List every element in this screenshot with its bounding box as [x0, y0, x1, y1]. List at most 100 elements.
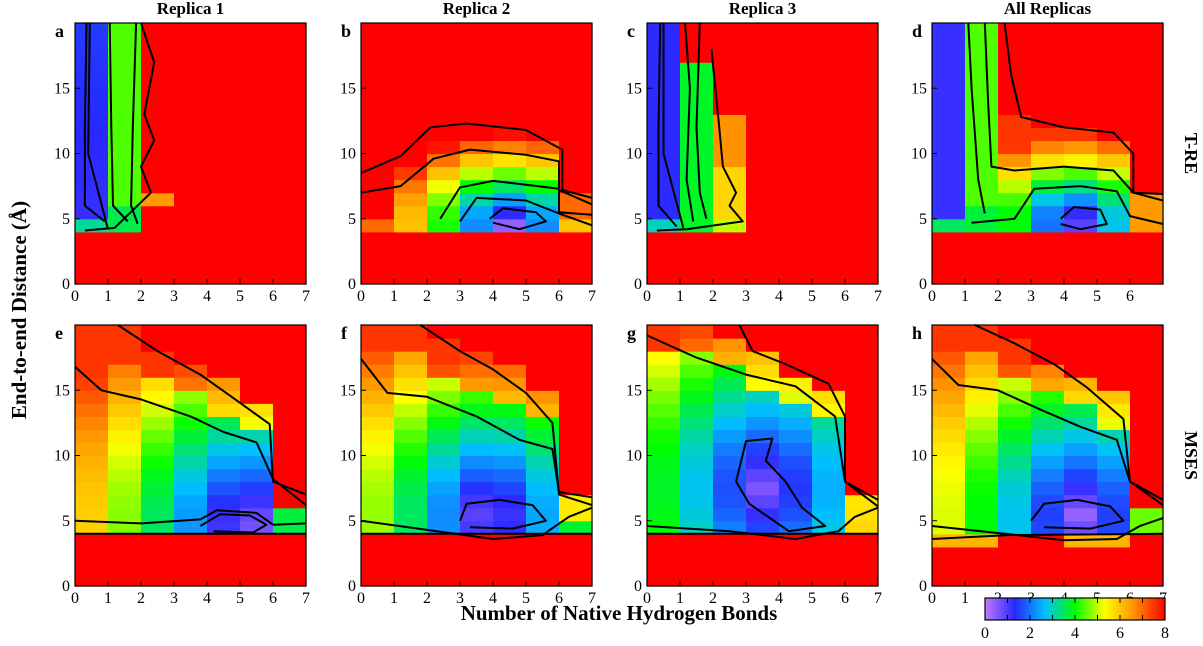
heatmap-cell — [746, 244, 780, 259]
heatmap-cell — [647, 403, 681, 417]
heatmap-cell — [1097, 75, 1131, 89]
heatmap-cell — [174, 429, 208, 444]
heatmap-cell — [460, 75, 494, 89]
heatmap-cell — [207, 153, 241, 168]
heatmap-cell — [1130, 468, 1164, 483]
heatmap-cell — [174, 442, 208, 457]
heatmap-cell — [647, 153, 681, 168]
row-title: MSES — [1181, 431, 1201, 480]
heatmap-cell — [108, 559, 142, 574]
heatmap-cell — [394, 364, 428, 378]
y-tick-label: 10 — [626, 448, 642, 465]
heatmap-cell — [427, 88, 461, 102]
heatmap-cell — [141, 351, 175, 365]
x-tick-label: 7 — [302, 288, 310, 305]
heatmap-cell — [998, 114, 1032, 128]
x-tick-label: 3 — [1027, 288, 1035, 305]
contour-line — [74, 509, 307, 526]
heatmap-cell — [273, 270, 307, 285]
heatmap-cell — [75, 416, 109, 430]
contour-line — [439, 179, 593, 220]
heatmap-cell — [998, 179, 1032, 194]
heatmap-cell — [779, 351, 813, 365]
heatmap-cell — [559, 244, 593, 259]
heatmap-cell — [1130, 153, 1164, 168]
heatmap-cell — [361, 416, 395, 430]
heatmap-cell — [108, 403, 142, 417]
heatmap-cell — [394, 49, 428, 63]
heatmap-cell — [427, 140, 461, 155]
heatmap-cell — [240, 127, 274, 142]
heatmap-cell — [460, 270, 494, 285]
heatmap-cell — [394, 153, 428, 168]
heatmap-cell — [1130, 546, 1164, 561]
heatmap-cell — [361, 62, 395, 76]
heatmap-cell — [845, 62, 879, 76]
heatmap-cell — [75, 140, 109, 155]
heatmap-cell — [812, 49, 846, 63]
y-tick-label: 10 — [54, 448, 70, 465]
heatmap-cell — [460, 166, 494, 181]
heatmap-cell — [680, 338, 714, 352]
heatmap-cell — [1064, 416, 1098, 430]
heatmap-cell — [273, 442, 307, 457]
heatmap-cell — [713, 127, 747, 142]
heatmap-cell — [361, 507, 395, 522]
heatmap-cell — [361, 192, 395, 207]
heatmap-cell — [108, 572, 142, 587]
heatmap-cell — [361, 166, 395, 181]
heatmap-cell — [998, 455, 1032, 470]
heatmap-cell — [141, 101, 175, 115]
heatmap-cell — [141, 244, 175, 259]
heatmap-cell — [1097, 481, 1131, 496]
heatmap-cell — [713, 559, 747, 574]
heatmap-cell — [361, 49, 395, 63]
heatmap-cell — [779, 416, 813, 430]
heatmap-cell — [713, 244, 747, 259]
heatmap-cell — [427, 377, 461, 391]
heatmap-cell — [965, 325, 999, 339]
heatmap-cell — [493, 481, 527, 496]
heatmap-cell — [1064, 49, 1098, 63]
heatmap-cell — [1031, 455, 1065, 470]
contour-line — [117, 324, 307, 496]
heatmap-cell — [559, 62, 593, 76]
heatmap-cell — [460, 403, 494, 417]
heatmap-cell — [207, 205, 241, 220]
heatmap-cell — [75, 179, 109, 194]
heatmap-cell — [845, 218, 879, 233]
heatmap-cell — [493, 36, 527, 50]
heatmap-cell — [713, 325, 747, 339]
heatmap-cell — [427, 179, 461, 194]
heatmap-cell — [812, 88, 846, 102]
heatmap-cell — [746, 390, 780, 404]
heatmap-cell — [713, 75, 747, 89]
contour-line — [489, 207, 547, 231]
heatmap-cell — [493, 325, 527, 339]
heatmap-cell — [779, 507, 813, 522]
heatmap-cell — [174, 205, 208, 220]
heatmap-cell — [240, 101, 274, 115]
heatmap-cell — [998, 101, 1032, 115]
heatmap-cell — [998, 140, 1032, 155]
heatmap-cell — [1097, 572, 1131, 587]
heatmap-cell — [207, 244, 241, 259]
heatmap-cell — [845, 23, 879, 37]
heatmap-cell — [1130, 481, 1164, 496]
heatmap-cell — [361, 468, 395, 483]
heatmap-cell — [108, 429, 142, 444]
heatmap-cell — [273, 416, 307, 430]
heatmap-cell — [746, 572, 780, 587]
contour-line — [419, 324, 593, 507]
heatmap-cell — [647, 166, 681, 181]
heatmap-cell — [559, 481, 593, 496]
heatmap-cell — [779, 442, 813, 457]
heatmap-cell — [1064, 231, 1098, 246]
heatmap-cell — [713, 546, 747, 561]
heatmap-cell — [845, 231, 879, 246]
heatmap-cell — [108, 520, 142, 535]
heatmap-cell — [845, 468, 879, 483]
heatmap-cell — [779, 153, 813, 168]
heatmap-cell — [361, 377, 395, 391]
contour-line — [657, 22, 678, 228]
